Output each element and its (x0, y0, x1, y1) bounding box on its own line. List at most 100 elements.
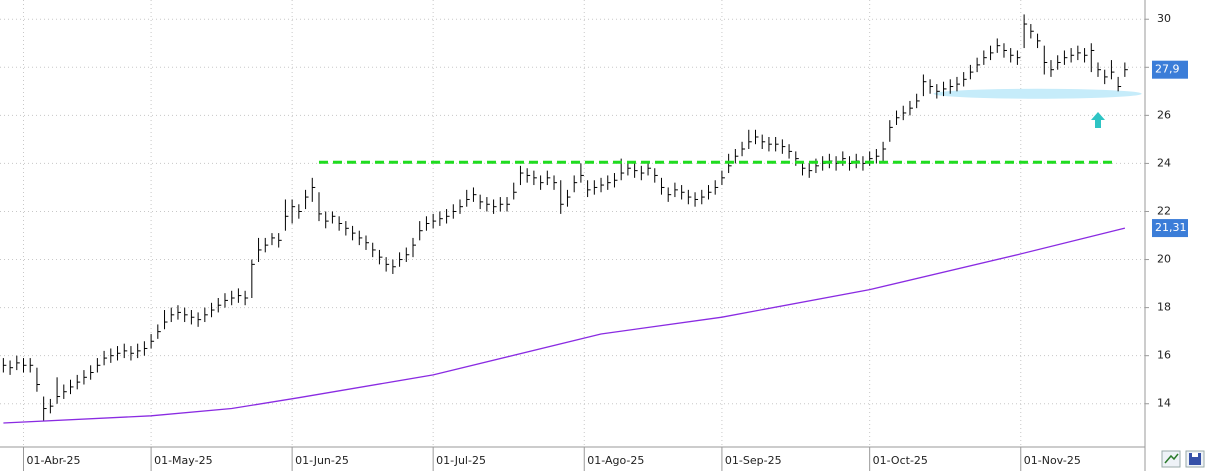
ohlc-bar (788, 144, 793, 159)
ohlc-bar (513, 182, 517, 200)
ohlc-bar (1090, 43, 1095, 73)
ohlc-bar (164, 310, 168, 330)
ohlc-bar (707, 185, 712, 200)
ohlc-bar (29, 358, 34, 373)
ohlc-bar (76, 374, 81, 390)
ohlc-bar (479, 194, 484, 210)
ohlc-bar (754, 129, 759, 145)
ohlc-bar (922, 74, 927, 97)
ohlc-bar (318, 192, 322, 222)
ohlc-bar (399, 252, 403, 267)
button-frame[interactable] (1161, 450, 1181, 468)
ohlc-bar (493, 199, 497, 214)
ohlc-bar (271, 233, 275, 246)
ohlc-bar (110, 348, 114, 363)
ohlc-bar (1030, 24, 1034, 39)
ohlc-bar (929, 79, 934, 94)
ohlc-bar (264, 237, 269, 253)
ohlc-bar (237, 288, 242, 303)
ohlc-bar (190, 310, 195, 325)
ohlc-bar (734, 149, 739, 164)
ohlc-bar (284, 199, 289, 231)
ohlc-bar (231, 290, 235, 306)
ohlc-bar (43, 396, 47, 421)
ohlc-bar (1023, 14, 1028, 49)
ohlc-bar (909, 100, 913, 116)
ohlc-bar (204, 307, 208, 323)
ohlc-bar (775, 136, 779, 152)
ohlc-bar (325, 211, 329, 229)
x-tick-label: 01-Nov-25 (1024, 454, 1081, 467)
y-tick-label: 20 (1157, 253, 1171, 266)
ohlc-bar (540, 175, 544, 190)
ohlc-bar (976, 57, 981, 73)
ohlc-bar (902, 105, 907, 121)
ohlc-bar (687, 189, 692, 205)
ohlc-bar (875, 149, 880, 164)
ohlc-bar (654, 168, 658, 183)
ohlc-bar (197, 312, 202, 327)
ohlc-bar (748, 129, 752, 149)
ohlc-bar (519, 165, 524, 186)
ohlc-bar (1124, 62, 1128, 77)
ohlc-bar (714, 180, 719, 195)
ohlc-bar (613, 173, 618, 188)
ohlc-bar (419, 221, 423, 241)
ohlc-bar (63, 384, 67, 399)
ohlc-bar (439, 211, 443, 226)
zoom-button[interactable] (1161, 450, 1181, 468)
ohlc-bar (143, 341, 148, 356)
y-tick-label: 30 (1157, 12, 1171, 25)
price-label-box (1152, 60, 1188, 79)
ohlc-bar (566, 189, 571, 207)
x-tick-label: 01-Jul-25 (436, 454, 486, 467)
ohlc-bar (103, 350, 108, 366)
ohlc-bar (392, 259, 396, 274)
ohlc-bar (1050, 60, 1054, 77)
ohlc-bar (546, 170, 551, 186)
ohlc-bar (768, 136, 772, 152)
ohlc-bar (1084, 48, 1088, 63)
ohlc-bar (1104, 69, 1108, 85)
ohlc-bar (425, 216, 430, 231)
ohlc-bar (117, 346, 121, 361)
y-tick-label: 18 (1157, 301, 1171, 314)
ohlc-bar (486, 197, 490, 212)
ohlc-bar (1063, 50, 1068, 65)
ohlc-bar (70, 379, 74, 395)
ohlc-bar (358, 230, 363, 246)
ohlc-bar (949, 79, 954, 94)
ohlc-bar (452, 204, 457, 219)
ohlc-bar (721, 170, 725, 186)
ohlc-bar (385, 257, 390, 272)
ohlc-bar (963, 72, 967, 87)
ohlc-bar (607, 175, 611, 190)
x-tick-label: 01-Oct-25 (873, 454, 928, 467)
ohlc-bar (365, 235, 369, 250)
ohlc-bar (889, 120, 893, 142)
ohlc-bar (896, 110, 900, 125)
ohlc-bar (49, 398, 54, 414)
ohlc-bar (506, 197, 511, 212)
ohlc-bar (761, 134, 766, 149)
ohlc-bar (378, 249, 383, 265)
ohlc-bar (1003, 43, 1007, 58)
ohlc-bar (634, 163, 638, 178)
ohlc-bar (1037, 33, 1041, 49)
ohlc-bar (446, 209, 450, 224)
ohlc-bar (224, 293, 228, 308)
plot (2, 14, 1142, 424)
button-icon (1164, 453, 1179, 464)
ohlc-bar (781, 139, 786, 154)
ohlc-bar (305, 189, 309, 210)
ohlc-bar (943, 81, 947, 97)
ohlc-bar (499, 197, 504, 212)
save-button[interactable] (1185, 450, 1205, 468)
button-icon (1192, 453, 1198, 457)
x-tick-label: 01-Abr-25 (27, 454, 81, 467)
ohlc-bar (587, 180, 591, 198)
ohlc-bar (338, 216, 343, 231)
ohlc-bar (526, 168, 531, 183)
ohlc-bar (459, 199, 464, 214)
